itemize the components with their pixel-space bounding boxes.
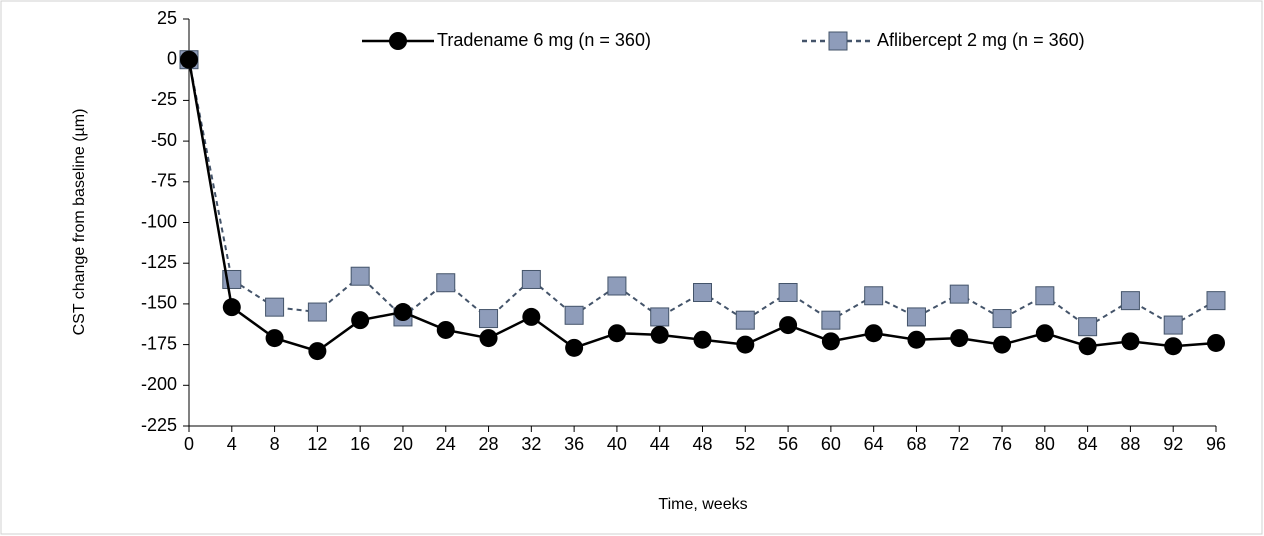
y-tick-label: -50 <box>151 130 177 150</box>
data-point <box>308 342 327 361</box>
data-point <box>564 305 584 325</box>
data-point <box>393 303 412 322</box>
y-tick-label: -100 <box>141 211 177 231</box>
data-point <box>950 329 969 348</box>
x-tick-label: 4 <box>227 434 237 454</box>
data-point <box>607 276 627 296</box>
data-point <box>949 284 969 304</box>
legend-marker <box>389 32 407 50</box>
x-tick-label: 16 <box>350 434 370 454</box>
x-tick-label: 68 <box>906 434 926 454</box>
data-point <box>1164 337 1183 356</box>
x-tick-label: 88 <box>1120 434 1140 454</box>
data-point <box>1207 333 1225 352</box>
data-point <box>265 329 284 348</box>
x-tick-label: 44 <box>650 434 670 454</box>
data-point <box>222 298 241 317</box>
data-point <box>1120 291 1140 311</box>
x-tick-label: 60 <box>821 434 841 454</box>
x-tick-label: 76 <box>992 434 1012 454</box>
x-tick-label: 80 <box>1035 434 1055 454</box>
data-point <box>993 335 1012 354</box>
y-tick-label: -225 <box>141 415 177 435</box>
y-tick-label: -125 <box>141 252 177 272</box>
data-point <box>778 283 798 303</box>
x-tick-label: 20 <box>393 434 413 454</box>
data-point <box>821 332 840 351</box>
data-point <box>479 309 499 329</box>
data-point <box>736 335 755 354</box>
data-point <box>864 286 884 306</box>
y-tick-label: -200 <box>141 374 177 394</box>
data-point <box>479 329 498 348</box>
x-tick-label: 52 <box>735 434 755 454</box>
data-point <box>350 266 370 286</box>
data-point <box>779 316 798 335</box>
data-point <box>1035 324 1054 343</box>
y-tick-label: -75 <box>151 171 177 191</box>
data-point <box>650 325 669 344</box>
y-tick-label: 0 <box>167 48 177 68</box>
y-axis-label: CST change from baseline (µm) <box>71 109 88 336</box>
data-point <box>907 330 926 349</box>
x-tick-label: 40 <box>607 434 627 454</box>
data-point <box>307 302 327 322</box>
data-point <box>436 273 456 293</box>
data-point <box>607 324 626 343</box>
x-tick-label: 28 <box>479 434 499 454</box>
x-tick-label: 96 <box>1206 434 1226 454</box>
data-point <box>436 320 455 339</box>
data-point <box>1206 291 1226 311</box>
data-point <box>735 310 755 330</box>
x-tick-label: 84 <box>1078 434 1098 454</box>
y-tick-label: -175 <box>141 333 177 353</box>
data-point <box>992 309 1012 329</box>
x-tick-label: 48 <box>692 434 712 454</box>
data-point <box>650 307 670 327</box>
data-point <box>1078 337 1097 356</box>
data-point <box>565 338 584 357</box>
data-point <box>864 324 883 343</box>
y-tick-label: -150 <box>141 293 177 313</box>
x-tick-label: 32 <box>521 434 541 454</box>
x-tick-label: 24 <box>436 434 456 454</box>
x-tick-label: 92 <box>1163 434 1183 454</box>
y-tick-label: 25 <box>157 8 177 28</box>
x-tick-label: 0 <box>184 434 194 454</box>
data-point <box>693 283 712 303</box>
x-tick-label: 72 <box>949 434 969 454</box>
legend-marker <box>828 31 848 51</box>
data-point <box>180 50 198 69</box>
data-point <box>1035 286 1055 306</box>
x-tick-label: 64 <box>864 434 884 454</box>
data-point <box>693 330 712 349</box>
data-point <box>521 269 541 289</box>
legend-label: Tradename 6 mg (n = 360) <box>437 30 651 50</box>
data-point <box>351 311 370 330</box>
data-point <box>1163 315 1183 335</box>
x-tick-label: 8 <box>270 434 280 454</box>
x-tick-label: 12 <box>307 434 327 454</box>
x-axis-label: Time, weeks <box>658 496 747 513</box>
data-point <box>265 297 285 317</box>
y-tick-label: -25 <box>151 89 177 109</box>
data-point <box>906 307 926 327</box>
legend-label: Aflibercept 2 mg (n = 360) <box>877 30 1085 50</box>
data-point <box>1078 317 1098 337</box>
data-point <box>821 310 841 330</box>
x-tick-label: 56 <box>778 434 798 454</box>
x-tick-label: 36 <box>564 434 584 454</box>
data-point <box>1121 332 1140 351</box>
data-point <box>522 307 541 326</box>
